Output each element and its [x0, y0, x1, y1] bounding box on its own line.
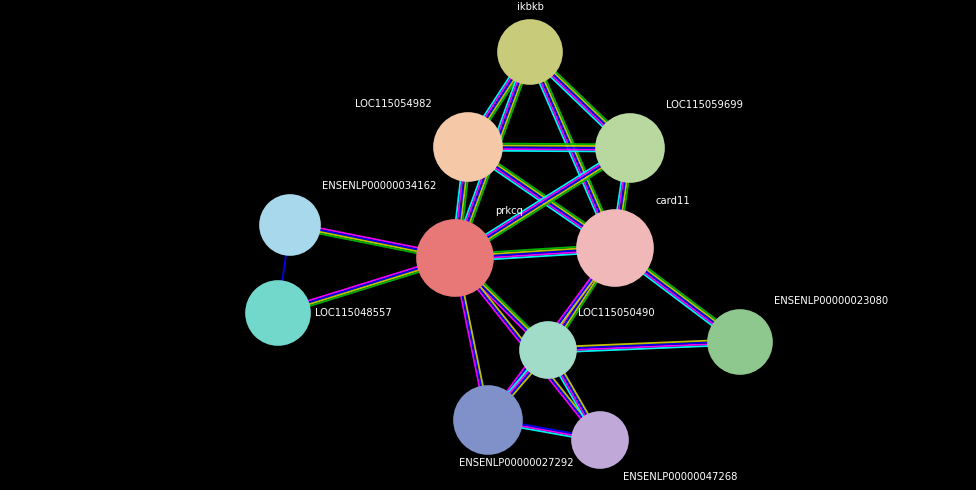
Circle shape — [454, 386, 522, 454]
Circle shape — [434, 113, 502, 181]
Text: ikbkb: ikbkb — [516, 2, 544, 12]
Circle shape — [577, 210, 653, 286]
Text: LOC115050490: LOC115050490 — [578, 308, 655, 318]
Text: ENSENLP00000027292: ENSENLP00000027292 — [459, 458, 574, 468]
Text: ENSENLP00000023080: ENSENLP00000023080 — [774, 296, 888, 306]
Text: prkcq: prkcq — [495, 206, 523, 216]
Circle shape — [520, 322, 576, 378]
Circle shape — [596, 114, 664, 182]
Circle shape — [572, 412, 628, 468]
Circle shape — [498, 20, 562, 84]
Text: LOC115048557: LOC115048557 — [315, 308, 391, 318]
Circle shape — [708, 310, 772, 374]
Circle shape — [417, 220, 493, 296]
Text: card11: card11 — [655, 196, 690, 206]
Text: ENSENLP00000047268: ENSENLP00000047268 — [623, 472, 738, 482]
Circle shape — [260, 195, 320, 255]
Text: ENSENLP00000034162: ENSENLP00000034162 — [322, 181, 436, 191]
Circle shape — [246, 281, 310, 345]
Text: LOC115059699: LOC115059699 — [666, 100, 743, 110]
Text: LOC115054982: LOC115054982 — [355, 99, 432, 109]
